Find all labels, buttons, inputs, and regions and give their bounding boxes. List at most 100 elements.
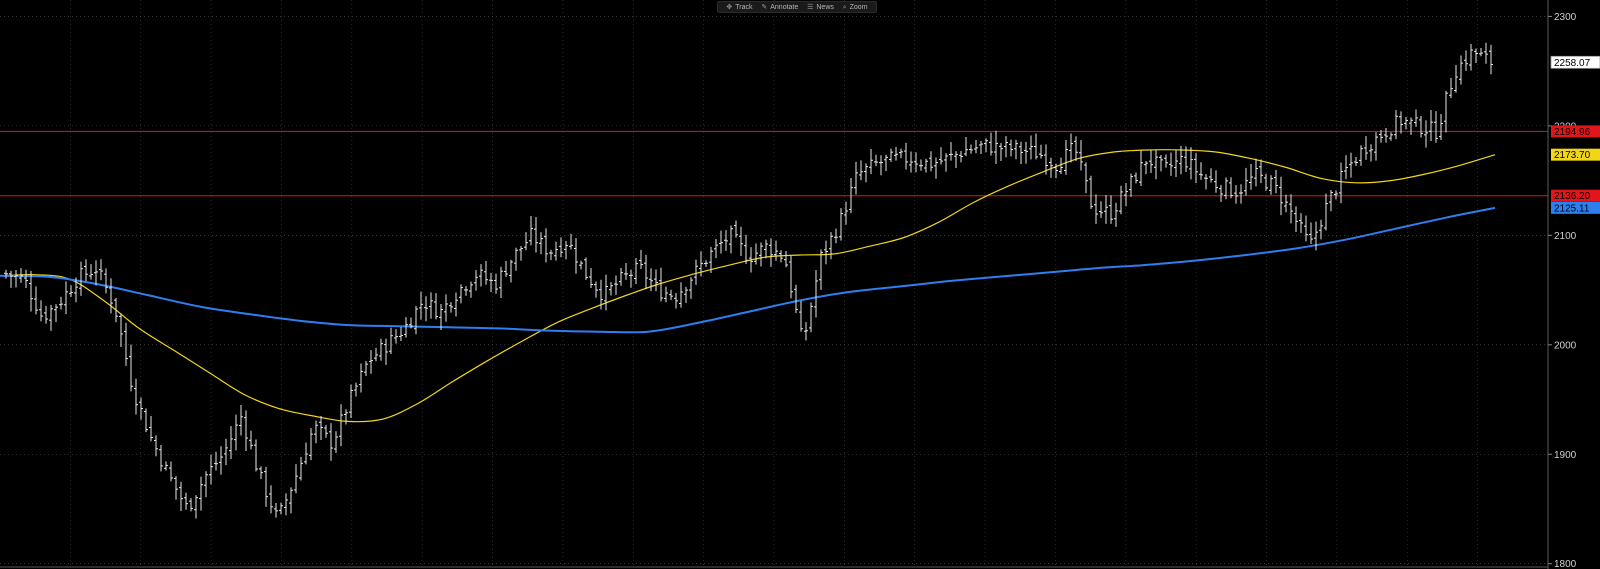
annotate-button[interactable]: ✎ Annotate xyxy=(761,4,798,11)
svg-text:2136.20: 2136.20 xyxy=(1554,191,1591,202)
svg-text:2194.96: 2194.96 xyxy=(1554,127,1591,138)
price-bar xyxy=(1334,190,1338,200)
price-bar xyxy=(34,286,38,315)
price-bar xyxy=(119,313,123,347)
price-bar xyxy=(749,247,753,273)
price-bar xyxy=(264,466,268,507)
price-bar xyxy=(894,146,898,161)
svg-text:2125.11: 2125.11 xyxy=(1554,203,1590,214)
price-bar xyxy=(159,445,163,472)
price-bar xyxy=(399,326,403,341)
price-bar xyxy=(54,304,58,323)
price-bar xyxy=(924,158,928,173)
price-bar xyxy=(824,240,828,265)
price-bar xyxy=(174,476,178,500)
price-bar xyxy=(1354,156,1358,166)
price-bar xyxy=(144,408,148,433)
price-bar xyxy=(204,471,208,498)
price-bar xyxy=(1414,109,1418,127)
price-bar xyxy=(294,464,298,494)
price-bar xyxy=(819,249,823,290)
price-bar xyxy=(1364,136,1368,160)
price-bar xyxy=(1209,168,1213,183)
price-bar xyxy=(1099,201,1103,218)
price-bar xyxy=(614,275,618,295)
price-bar xyxy=(1094,194,1098,224)
price-bar xyxy=(709,246,713,274)
news-button[interactable]: ☰ News xyxy=(807,4,834,11)
price-bar xyxy=(209,454,213,485)
price-bar xyxy=(19,268,23,283)
price-bar xyxy=(189,498,193,512)
price-bar xyxy=(1444,90,1448,133)
price-bar xyxy=(704,260,708,268)
price-bar xyxy=(1289,194,1293,224)
price-bar xyxy=(324,424,328,438)
price-bar xyxy=(1284,194,1288,213)
svg-text:2173.70: 2173.70 xyxy=(1554,150,1591,161)
price-bar xyxy=(479,264,483,287)
price-bar xyxy=(549,249,553,261)
price-bar xyxy=(1394,110,1398,140)
price-bar xyxy=(134,378,138,415)
price-bar xyxy=(199,476,203,511)
price-bar xyxy=(1389,132,1393,141)
price-bar xyxy=(1449,77,1453,99)
zoom-button[interactable]: ⌕ Zoom xyxy=(843,4,868,11)
horizontal-levels xyxy=(0,130,1548,197)
price-bar xyxy=(739,226,743,257)
price-bar xyxy=(829,232,833,260)
price-bar xyxy=(394,329,398,344)
moving-average-label-2: 2125.11 xyxy=(1551,201,1600,214)
price-bar xyxy=(889,148,893,162)
price-bar xyxy=(1179,145,1183,175)
price-bar xyxy=(919,159,923,171)
price-bar xyxy=(1149,150,1153,173)
price-bar xyxy=(989,132,993,156)
price-bar xyxy=(89,264,93,280)
price-bar xyxy=(984,138,988,153)
price-bar xyxy=(774,240,778,261)
price-bar xyxy=(744,234,748,265)
price-bar xyxy=(1344,155,1348,180)
price-bar xyxy=(39,300,43,322)
price-bar xyxy=(1319,219,1323,240)
price-bar xyxy=(689,277,693,299)
price-bar xyxy=(1294,206,1298,232)
price-bar xyxy=(179,481,183,512)
price-bar xyxy=(814,269,818,318)
price-bar xyxy=(554,241,558,261)
price-bar xyxy=(1259,159,1263,184)
price-bar xyxy=(1459,55,1463,85)
price-bar xyxy=(799,300,803,332)
price-bar xyxy=(979,140,983,155)
price-bar xyxy=(1134,172,1138,184)
price-bar xyxy=(359,363,363,393)
price-bar xyxy=(219,446,223,475)
track-button[interactable]: ✥ Track xyxy=(726,4,752,11)
price-bar xyxy=(1254,158,1258,187)
track-label: Track xyxy=(735,3,753,11)
svg-text:2258.07: 2258.07 xyxy=(1554,58,1591,69)
price-bar xyxy=(369,350,373,374)
price-bar xyxy=(1044,144,1048,175)
price-bar xyxy=(1199,162,1203,180)
price-bar xyxy=(669,289,673,301)
price-bar xyxy=(1229,177,1233,199)
price-bar xyxy=(284,493,288,516)
price-bar xyxy=(679,282,683,308)
price-bar xyxy=(759,242,763,267)
price-bar xyxy=(784,251,788,268)
price-bar xyxy=(1489,44,1493,75)
price-bar xyxy=(1069,133,1073,163)
price-bar xyxy=(249,430,253,450)
price-bar xyxy=(804,322,808,341)
price-bar xyxy=(1469,44,1473,71)
y-tick-label: 1800 xyxy=(1554,559,1577,569)
price-bar xyxy=(229,426,233,459)
price-bar xyxy=(1184,146,1188,173)
price-bar xyxy=(334,431,338,453)
price-bar xyxy=(1234,185,1238,204)
price-bar xyxy=(484,261,488,285)
